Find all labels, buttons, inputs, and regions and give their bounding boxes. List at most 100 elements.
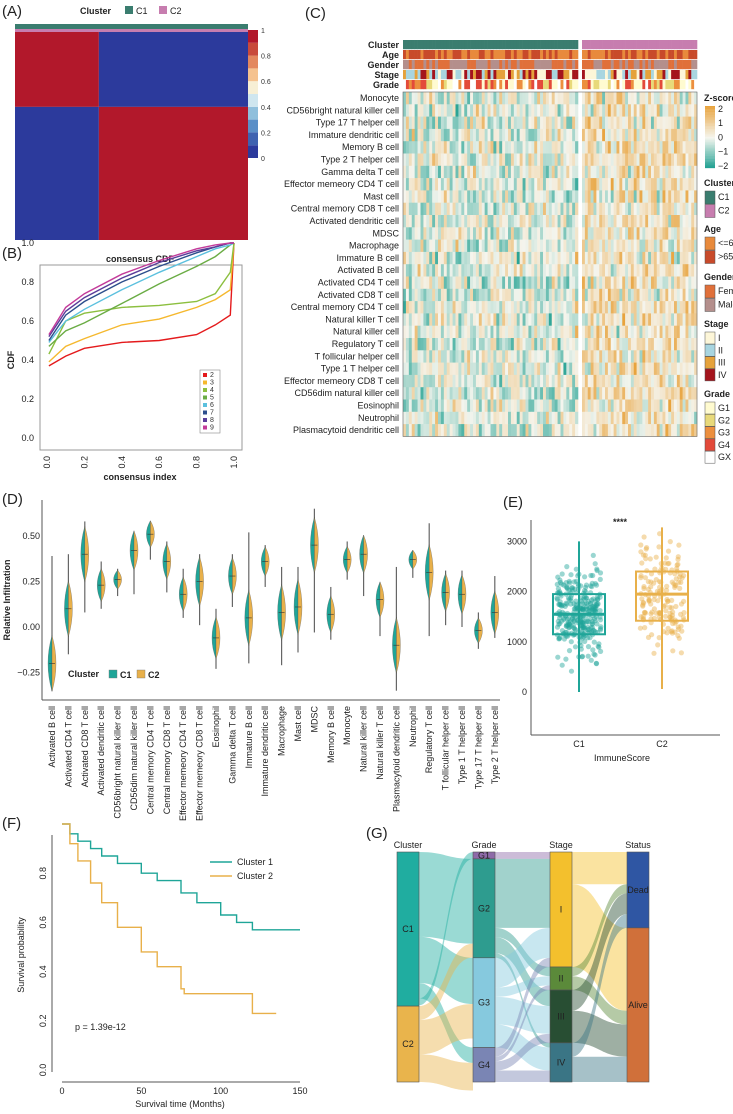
heatmap-cell	[653, 325, 658, 339]
heatmap-cell	[639, 399, 643, 413]
x-tick: MDSC	[309, 706, 319, 733]
heatmap-cell	[651, 374, 655, 388]
y-tick: 0.0	[21, 433, 34, 443]
annotation-cell	[417, 70, 421, 80]
heatmap-cell	[408, 301, 413, 314]
heatmap-cell	[679, 264, 683, 277]
heatmap-cell	[470, 227, 474, 240]
zscore-colorbar	[705, 158, 715, 161]
heatmap-cell	[665, 165, 669, 179]
annotation-cell	[551, 70, 555, 80]
annotation-cell	[633, 60, 637, 70]
heatmap-cell	[458, 251, 462, 265]
heatmap-cell	[554, 202, 558, 216]
annotation-cell	[662, 60, 666, 70]
heatmap-cell	[403, 251, 407, 265]
data-point	[563, 623, 569, 629]
heatmap-cell	[516, 387, 520, 400]
heatmap-cell	[639, 239, 643, 253]
heatmap-cell	[596, 153, 600, 167]
heatmap-cell	[622, 325, 626, 339]
y-tick: −0.25	[17, 668, 40, 678]
annotation-cell	[505, 80, 509, 90]
heatmap-cell	[668, 288, 672, 302]
heatmap-cell	[622, 251, 626, 265]
heatmap-cell	[616, 387, 620, 400]
heatmap-cell	[411, 338, 415, 351]
heatmap-cell	[651, 202, 655, 216]
heatmap-cell	[443, 128, 448, 142]
heatmap-cell	[478, 178, 483, 191]
heatmap-cell	[426, 190, 430, 203]
zscore-colorbar	[705, 132, 715, 135]
heatmap-cell	[408, 411, 413, 425]
heatmap-cell	[653, 215, 658, 228]
data-point	[591, 651, 597, 657]
heatmap-cell	[642, 153, 646, 167]
heatmap-cell	[499, 387, 503, 400]
heatmap-cell	[458, 264, 462, 277]
heatmap-cell	[636, 399, 640, 413]
heatmap-cell	[534, 362, 538, 376]
heatmap-cell	[461, 178, 465, 191]
data-point	[566, 578, 572, 584]
heatmap-cell	[519, 178, 523, 191]
heatmap-cell	[662, 313, 666, 326]
heatmap-cell	[440, 288, 445, 302]
heatmap-cell	[607, 276, 612, 290]
data-point	[595, 643, 601, 649]
data-point	[564, 622, 570, 628]
heatmap-cell	[685, 350, 689, 363]
heatmap-cell	[411, 92, 415, 105]
annotation-cell	[455, 50, 459, 60]
annotation-cell	[656, 60, 660, 70]
heatmap-cell	[662, 387, 666, 400]
heatmap-cell	[461, 239, 465, 253]
heatmap-cell	[599, 239, 603, 253]
heatmap-cell	[671, 239, 675, 253]
heatmap-cell	[560, 325, 564, 339]
heatmap-cell	[590, 338, 594, 351]
heatmap-cell	[408, 399, 413, 413]
heatmap-cell	[566, 116, 570, 130]
heatmap-cell	[674, 276, 678, 290]
heatmap-cell	[582, 239, 586, 253]
heatmap-cell	[429, 264, 433, 277]
heatmap-cell	[528, 116, 532, 130]
heatmap-cell	[452, 264, 456, 277]
heatmap-cell	[645, 313, 649, 326]
heatmap-cell	[582, 313, 586, 326]
heatmap-cell	[613, 104, 617, 117]
annotation-cell	[417, 40, 421, 50]
heatmap-cell	[662, 374, 666, 388]
heatmap-cell	[665, 116, 669, 130]
heatmap-cell	[560, 362, 564, 376]
legend-label: G2	[718, 415, 730, 425]
heatmap-cell	[510, 276, 515, 290]
heatmap-cell	[656, 374, 660, 388]
heatmap-cell	[648, 153, 652, 167]
heatmap-cell	[584, 215, 589, 228]
heatmap-cell	[423, 387, 427, 400]
heatmap-cell	[582, 338, 586, 351]
heatmap-cell	[691, 264, 695, 277]
heatmap-cell	[668, 411, 672, 425]
annotation-cell	[596, 50, 600, 60]
annotation-cell	[625, 50, 629, 60]
heatmap-cell	[487, 288, 491, 302]
heatmap-cell	[461, 301, 465, 314]
heatmap-cell	[554, 264, 558, 277]
annotation-cell	[484, 70, 488, 80]
heatmap-cell	[563, 153, 567, 167]
heatmap-cell	[694, 251, 698, 265]
heatmap-cell	[470, 350, 474, 363]
heatmap-cell	[543, 153, 547, 167]
heatmap-cell	[656, 178, 660, 191]
zscore-colorbar	[705, 150, 715, 153]
heatmap-cell	[625, 202, 629, 216]
data-point	[645, 634, 652, 641]
heatmap-cell	[487, 424, 491, 437]
heatmap-cell	[671, 141, 675, 154]
heatmap-cell	[490, 153, 494, 167]
data-point	[594, 621, 600, 627]
